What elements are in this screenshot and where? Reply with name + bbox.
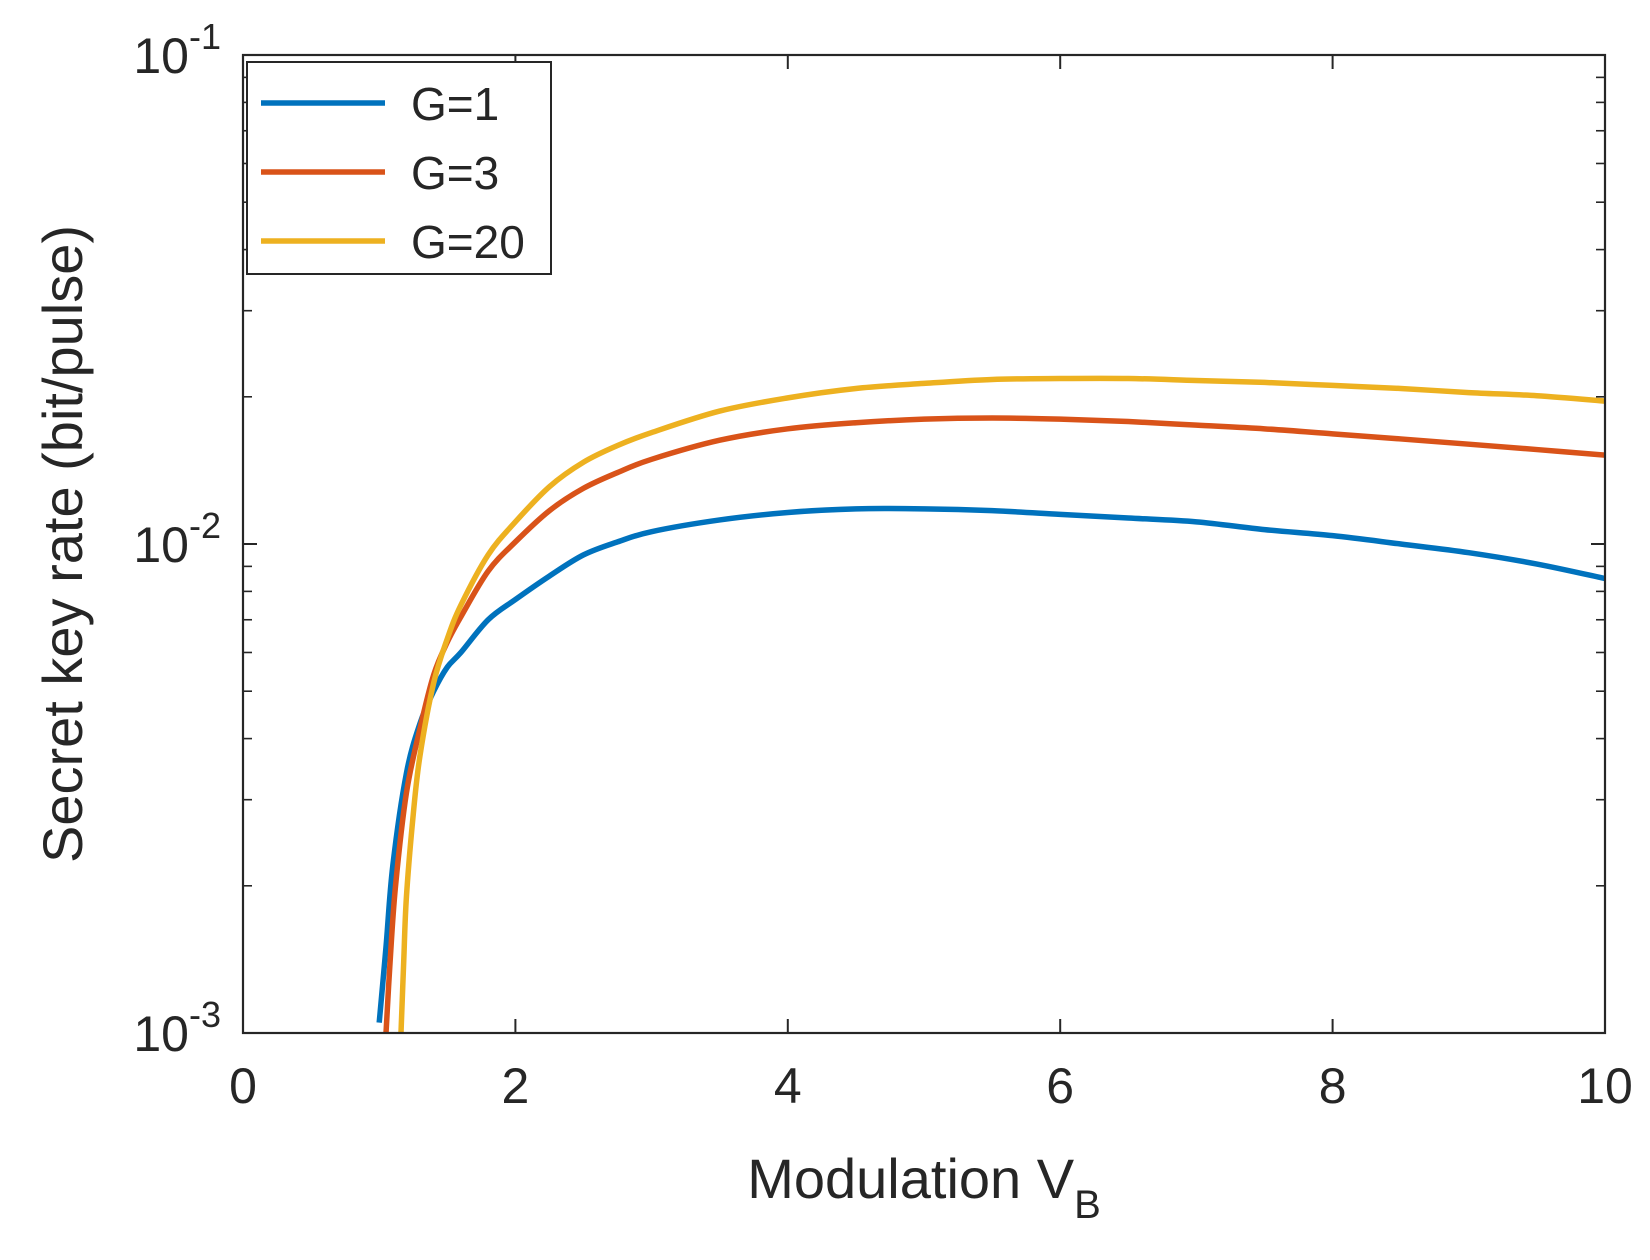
legend-label: G=3: [411, 147, 499, 199]
x-tick-label: 8: [1319, 1058, 1347, 1114]
x-axis-label: Modulation VB: [747, 1147, 1101, 1227]
x-tick-label: 6: [1046, 1058, 1074, 1114]
legend-label: G=20: [411, 216, 525, 268]
tick-labels-layer: 0 2 4 6 8 10 10-3 10-2 10-1: [133, 16, 1632, 1114]
y-axis-label: Secret key rate (bit/pulse): [31, 225, 94, 863]
y-tick-label: 10-2: [133, 505, 221, 573]
x-tick-label: 4: [774, 1058, 802, 1114]
x-tick-label: 0: [229, 1058, 257, 1114]
x-tick-label: 2: [501, 1058, 529, 1114]
x-axis-label-main: Modulation V: [747, 1147, 1075, 1210]
series-layer: [376, 375, 1605, 1033]
x-axis-label-subscript: B: [1074, 1183, 1101, 1227]
y-tick-label: 10-1: [133, 16, 221, 84]
x-tick-label: 10: [1577, 1058, 1633, 1114]
series-line-g20: [398, 375, 1605, 1033]
series-line-g3: [383, 415, 1605, 1033]
legend: G=1 G=3 G=20: [246, 61, 552, 275]
legend-label: G=1: [411, 78, 499, 130]
y-tick-label: 10-3: [133, 994, 221, 1062]
